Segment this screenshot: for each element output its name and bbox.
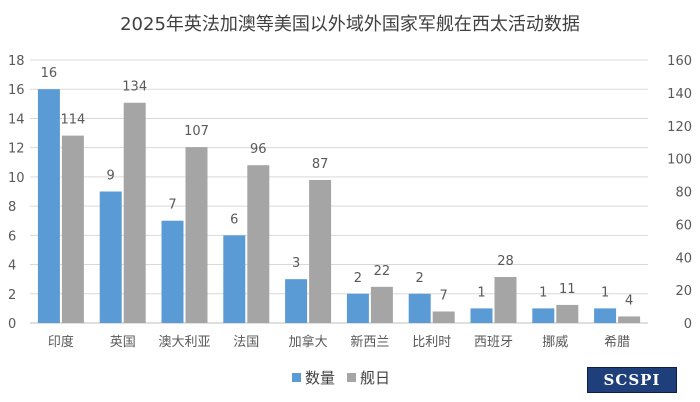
bar-ship-days: [618, 316, 641, 323]
y-left-tick-label: 10: [8, 171, 25, 186]
y-right-tick-label: 60: [675, 218, 692, 233]
bar-ship-days: [61, 135, 84, 323]
y-right-tick-label: 120: [667, 120, 692, 135]
legend-swatch-count: [292, 373, 301, 382]
bar-ship-days: [370, 286, 393, 323]
bar-count: [99, 191, 122, 323]
data-label-count: 2: [354, 271, 362, 286]
y-right-tick-label: 140: [667, 87, 692, 102]
y-left-tick-label: 4: [8, 259, 16, 274]
y-left-tick-label: 12: [8, 142, 25, 157]
data-label-count: 1: [601, 285, 609, 300]
x-tick-label: 希腊: [604, 335, 630, 350]
y-left-tick-label: 0: [8, 317, 16, 332]
data-label-ship-days: 107: [184, 124, 209, 139]
bar-count: [594, 308, 617, 323]
legend-label-count: 数量: [305, 369, 336, 387]
x-tick-label: 比利时: [412, 335, 451, 350]
bar-ship-days: [494, 276, 517, 323]
bar-ship-days: [309, 179, 332, 323]
chart-title: 2025年英法加澳等美国以外域外国家军舰在西太活动数据: [120, 14, 580, 35]
x-tick-label: 印度: [48, 334, 74, 350]
legend-item-ship-days: 舰日: [347, 367, 390, 388]
data-label-ship-days: 114: [60, 113, 85, 128]
x-tick-label: 法国: [233, 335, 259, 350]
data-label-ship-days: 28: [497, 254, 514, 269]
x-tick-label: 澳大利亚: [158, 334, 210, 350]
data-label-count: 9: [107, 169, 115, 184]
y-right-tick-label: 40: [675, 251, 692, 266]
bar-count: [285, 279, 308, 323]
y-right-tick-label: 0: [684, 317, 692, 332]
data-label-count: 1: [539, 285, 547, 300]
legend-label-ship-days: 舰日: [360, 369, 391, 387]
data-label-ship-days: 87: [312, 157, 329, 172]
data-label-ship-days: 7: [440, 288, 448, 303]
data-label-count: 6: [230, 212, 238, 227]
data-label-count: 3: [292, 256, 300, 271]
bar-count: [470, 308, 493, 323]
bar-ship-days: [432, 311, 455, 323]
bar-count: [161, 220, 184, 323]
legend: 数量 舰日: [292, 367, 402, 388]
y-left-tick-label: 6: [8, 229, 16, 244]
data-label-ship-days: 96: [250, 142, 267, 157]
data-label-ship-days: 11: [559, 282, 576, 297]
bar-count: [408, 293, 431, 323]
bar-count: [346, 293, 369, 323]
y-left-tick-label: 16: [8, 83, 25, 98]
x-tick-label: 加拿大: [289, 334, 328, 350]
bar-count: [223, 235, 246, 323]
y-left-tick-label: 2: [8, 288, 16, 303]
bar-ship-days: [556, 304, 579, 323]
data-label-count: 7: [168, 198, 176, 213]
y-right-tick-label: 20: [675, 284, 692, 299]
bar-ship-days: [247, 165, 270, 323]
y-left-tick-label: 18: [8, 54, 25, 69]
data-label-count: 1: [477, 285, 485, 300]
y-right-tick-label: 100: [667, 153, 692, 168]
legend-swatch-ship-days: [347, 373, 357, 382]
scspi-logo: SCSPI: [587, 367, 677, 393]
data-label-ship-days: 4: [625, 293, 633, 308]
y-left-tick-label: 8: [8, 200, 16, 215]
bar-ship-days: [123, 102, 146, 323]
data-label-ship-days: 134: [122, 80, 147, 95]
data-label-count: 2: [416, 271, 424, 286]
x-tick-label: 西班牙: [474, 335, 513, 350]
legend-item-count: 数量: [292, 367, 335, 388]
x-tick-label: 挪威: [542, 335, 568, 350]
data-label-count: 16: [41, 66, 58, 81]
bar-count: [532, 308, 555, 323]
y-right-tick-label: 80: [675, 186, 692, 201]
scspi-logo-text: SCSPI: [603, 371, 661, 389]
y-right-tick-label: 160: [667, 54, 692, 69]
x-tick-label: 新西兰: [350, 334, 389, 350]
bar-ship-days: [185, 147, 208, 323]
y-left-tick-label: 14: [8, 112, 25, 127]
x-tick-label: 英国: [110, 335, 136, 350]
data-label-ship-days: 22: [374, 264, 391, 279]
bar-count: [37, 89, 60, 323]
